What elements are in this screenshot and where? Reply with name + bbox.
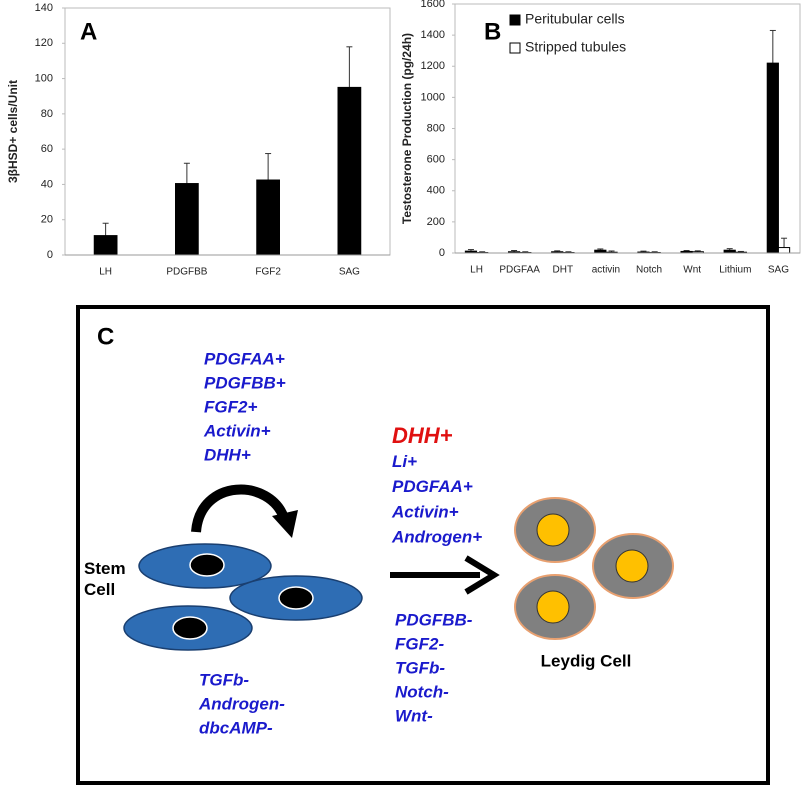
- differentiation-inhibitor: TGFb-: [395, 658, 445, 677]
- panel-label: C: [97, 323, 114, 350]
- plot-frame: [455, 4, 800, 253]
- y-tick-label: 140: [35, 2, 53, 14]
- bar: [338, 87, 361, 255]
- y-tick-label: 600: [427, 154, 445, 166]
- y-tick-label: 60: [41, 143, 53, 155]
- y-tick-label: 200: [427, 216, 445, 228]
- x-tick-label: LH: [99, 267, 112, 278]
- panel-label: B: [484, 18, 501, 45]
- stem-cells: [124, 544, 362, 650]
- y-tick-label: 80: [41, 108, 53, 120]
- differentiation-inhibitor: PDGFBB-: [395, 610, 473, 629]
- y-tick-label: 1400: [421, 29, 445, 41]
- differentiation-inhibitor: Notch-: [395, 682, 449, 701]
- x-tick-label: Wnt: [683, 265, 701, 276]
- self-renewal-promoter: DHH+: [204, 445, 251, 464]
- differentiation-inhibitor: FGF2-: [395, 634, 444, 653]
- nucleus: [190, 554, 224, 576]
- x-tick-label: LH: [470, 265, 483, 276]
- x-tick-label: FGF2: [255, 267, 281, 278]
- y-tick-label: 40: [41, 178, 53, 190]
- nucleus: [279, 587, 313, 609]
- panel-label: A: [80, 18, 97, 45]
- x-tick-label: Lithium: [719, 265, 751, 276]
- differentiation-promoter: Li+: [392, 452, 417, 471]
- self-renewal-inhibitor: dbcAMP-: [199, 718, 273, 737]
- stem-cell-label: Stem Cell: [84, 558, 144, 608]
- y-tick-label: 800: [427, 122, 445, 134]
- differentiation-promoter: PDGFAA+: [392, 477, 473, 496]
- x-tick-label: SAG: [768, 265, 789, 276]
- renewal-arrow: [196, 490, 284, 532]
- self-renewal-inhibitor: TGFb-: [199, 670, 249, 689]
- bar: [767, 63, 778, 253]
- x-tick-label: PDGFBB: [166, 267, 207, 278]
- differentiation-promoter: DHH+: [392, 423, 453, 448]
- y-tick-label: 0: [439, 247, 445, 259]
- nucleus: [616, 550, 648, 582]
- legend-label: Stripped tubules: [525, 39, 626, 55]
- y-tick-label: 1000: [421, 91, 445, 103]
- x-tick-label: PDGFAA: [499, 265, 540, 276]
- y-axis-title: 3βHSD+ cells/Unit: [6, 80, 20, 183]
- self-renewal-promoter: PDGFBB+: [204, 373, 286, 392]
- y-tick-label: 400: [427, 185, 445, 197]
- stem-cell-text: Stem Cell: [84, 558, 134, 600]
- self-renewal-promoter: Activin+: [203, 421, 271, 440]
- self-renewal-promoter: PDGFAA+: [204, 349, 285, 368]
- y-axis-title: Testosterone Production (pg/24h): [400, 33, 414, 224]
- y-tick-label: 20: [41, 214, 53, 226]
- leydig-cell-label: Leydig Cell: [541, 651, 632, 670]
- self-renewal-promoter: FGF2+: [204, 397, 257, 416]
- y-tick-label: 1200: [421, 60, 445, 72]
- x-tick-label: DHT: [553, 265, 574, 276]
- x-tick-label: Notch: [636, 265, 662, 276]
- legend-label: Peritubular cells: [525, 11, 625, 27]
- y-tick-label: 100: [35, 72, 53, 84]
- legend-swatch: [510, 43, 520, 53]
- nucleus: [537, 514, 569, 546]
- y-tick-label: 1600: [421, 0, 445, 10]
- differentiation-promoter: Activin+: [391, 502, 459, 521]
- nucleus: [173, 617, 207, 639]
- nucleus: [537, 591, 569, 623]
- x-tick-label: SAG: [339, 267, 360, 278]
- leydig-cells: [515, 498, 673, 639]
- bar: [176, 184, 199, 255]
- y-tick-label: 120: [35, 37, 53, 49]
- bar: [94, 236, 117, 255]
- differentiation-inhibitor: Wnt-: [395, 706, 433, 725]
- y-tick-label: 0: [47, 249, 53, 261]
- x-tick-label: activin: [592, 265, 620, 276]
- bar: [778, 248, 789, 253]
- self-renewal-inhibitor: Androgen-: [198, 694, 285, 713]
- legend-swatch: [510, 15, 520, 25]
- differentiation-promoter: Androgen+: [391, 528, 482, 547]
- arrow-head: [272, 510, 298, 538]
- bar: [257, 180, 280, 255]
